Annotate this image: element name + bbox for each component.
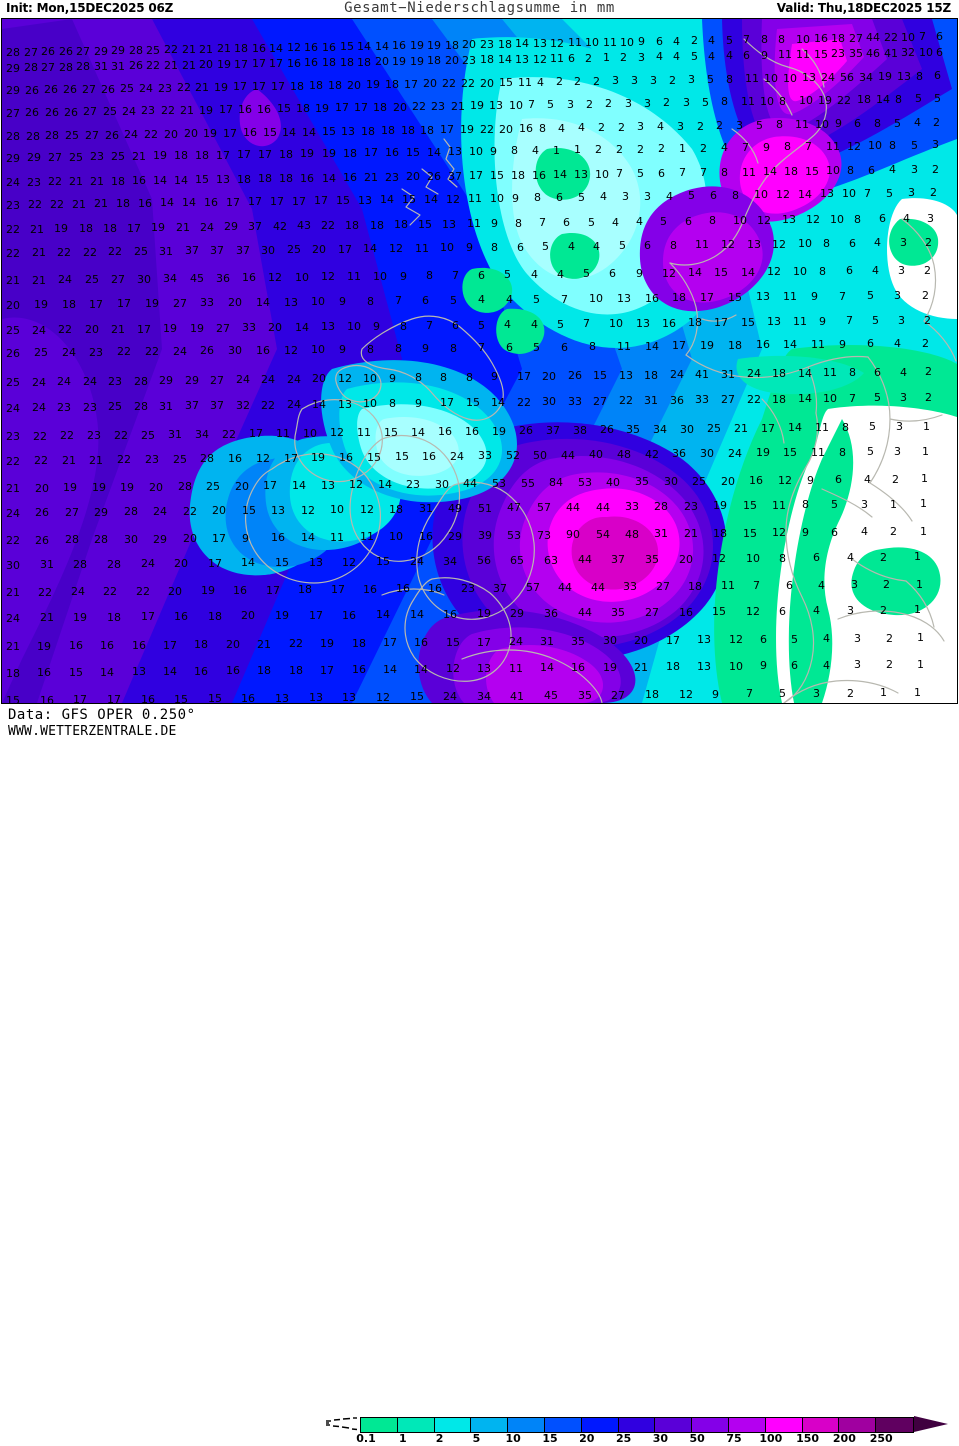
legend-tick: 200: [832, 1432, 856, 1445]
legend-tick: 20: [579, 1432, 595, 1445]
legend-tick: 0.1: [356, 1432, 376, 1445]
legend-swatch[interactable]: [765, 1418, 803, 1432]
legend-swatch[interactable]: [655, 1418, 693, 1432]
legend-color-bar[interactable]: [360, 1417, 914, 1433]
legend-tick: 50: [689, 1432, 705, 1445]
legend-tick: 150: [796, 1432, 820, 1445]
legend-swatch[interactable]: [434, 1418, 472, 1432]
legend-tick: 2: [435, 1432, 444, 1445]
legend-tick: 15: [542, 1432, 558, 1445]
map-header: Init: Mon,15DEC2025 06Z Gesamt−Niedersch…: [0, 0, 959, 18]
legend[interactable]: 0.1 1 2 5 10 15 20 25 30 50 75 100 150 200 250: [324, 1413, 956, 1446]
legend-swatch[interactable]: [802, 1418, 840, 1432]
init-time-label: Init: Mon,15DEC2025 06Z: [6, 1, 174, 15]
legend-swatch[interactable]: [361, 1418, 398, 1432]
map-footer: Data: GFS OPER 0.250° WWW.WETTERZENTRALE…: [0, 705, 959, 1445]
page-title: Gesamt−Niederschlagsumme in mm: [344, 0, 615, 16]
data-source-label: Data: GFS OPER 0.250°: [8, 707, 196, 723]
legend-tick: 5: [472, 1432, 481, 1445]
legend-swatch[interactable]: [839, 1418, 877, 1432]
legend-swatch[interactable]: [581, 1418, 619, 1432]
legend-swatch[interactable]: [728, 1418, 766, 1432]
precipitation-map[interactable]: 28 27 26 26 27 29 29 28 25 22 21 21 21 18 16 14 12 16 16 15…: [1, 18, 958, 704]
legend-tick: 100: [759, 1432, 783, 1445]
legend-tick-labels: 0.1 1 2 5 10 15 20 25 30 50 75 100 150 200 250: [356, 1432, 912, 1446]
legend-tick: 30: [652, 1432, 669, 1445]
legend-swatch[interactable]: [471, 1418, 509, 1432]
legend-swatch[interactable]: [544, 1418, 582, 1432]
legend-tick: 1: [398, 1432, 407, 1445]
legend-swatch[interactable]: [876, 1418, 913, 1432]
legend-swatch[interactable]: [692, 1418, 729, 1432]
valid-time-label: Valid: Thu,18DEC2025 15Z: [776, 1, 951, 15]
legend-tick: 25: [615, 1432, 632, 1445]
legend-swatch[interactable]: [508, 1418, 545, 1432]
website-label: WWW.WETTERZENTRALE.DE: [8, 724, 177, 739]
legend-tick: 75: [726, 1432, 742, 1445]
legend-tick: 250: [869, 1432, 893, 1445]
legend-tick: 10: [505, 1432, 521, 1445]
legend-swatch[interactable]: [397, 1418, 435, 1432]
trace-dash-icon: [326, 1417, 358, 1431]
precipitation-field: [2, 19, 957, 703]
legend-swatch[interactable]: [618, 1418, 656, 1432]
legend-overflow-arrow: [914, 1416, 948, 1432]
